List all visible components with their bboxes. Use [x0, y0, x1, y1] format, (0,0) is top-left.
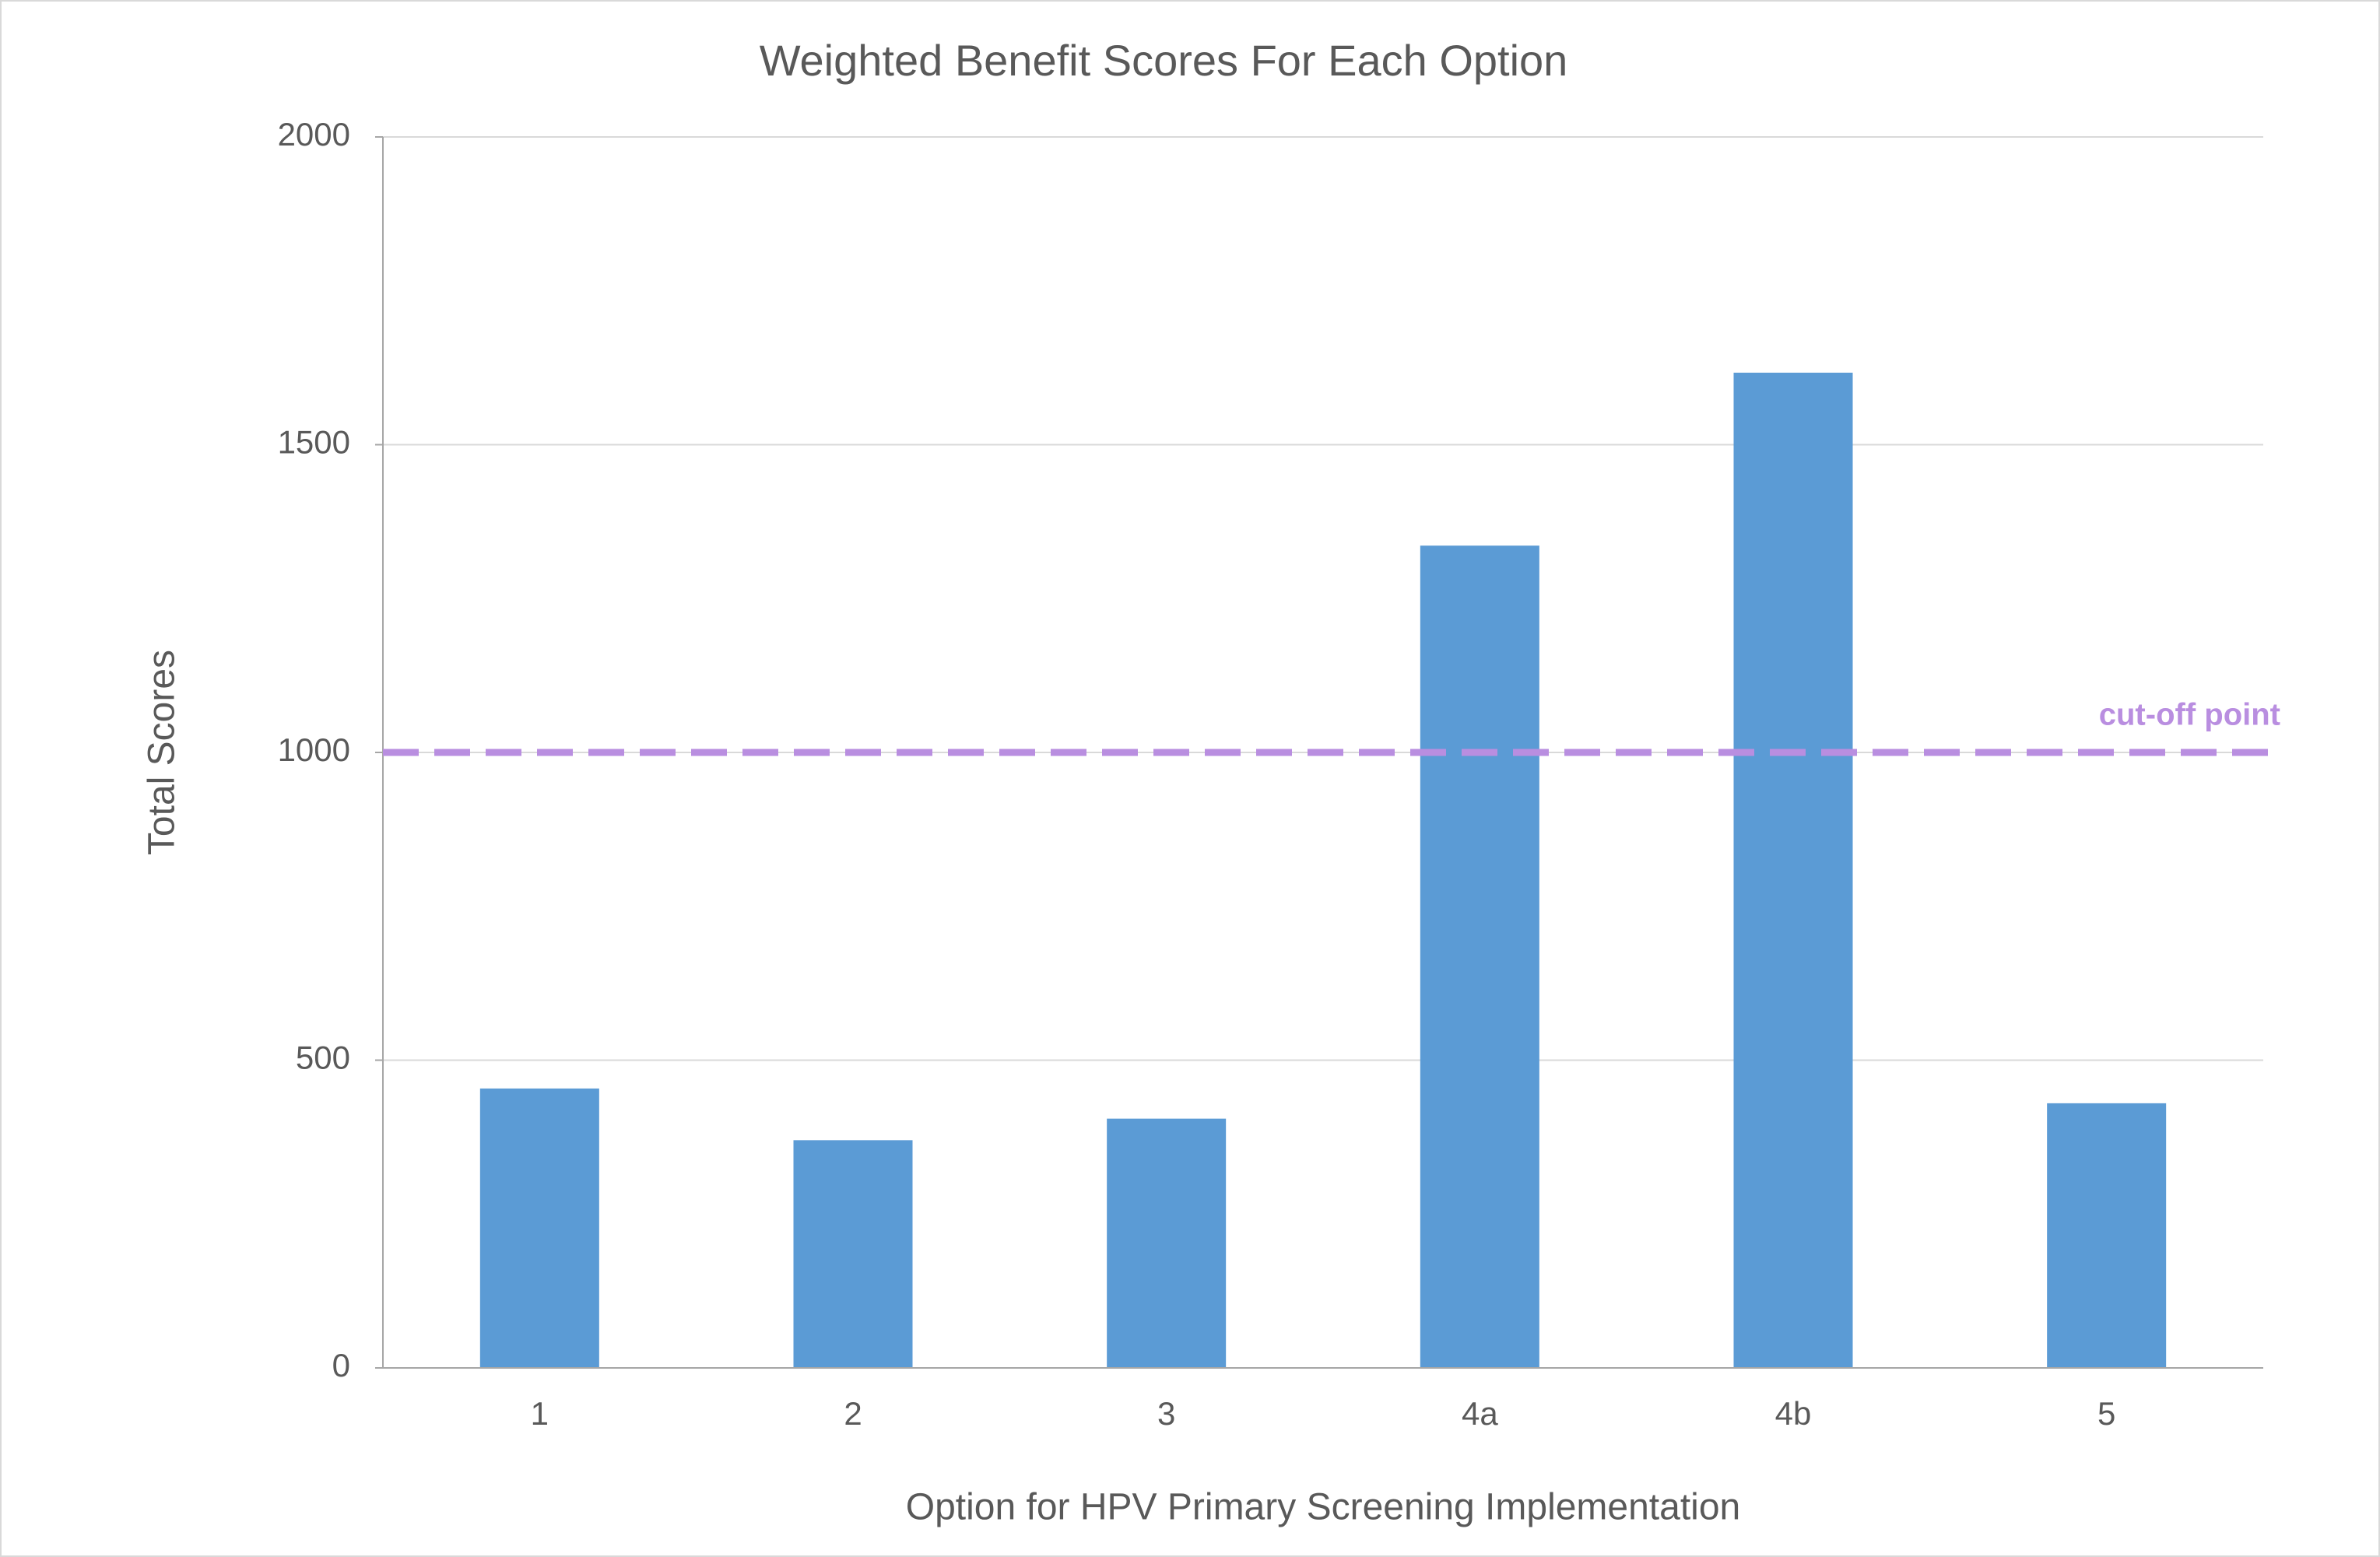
- y-tick-label: 500: [296, 1040, 350, 1076]
- x-tick-label: 2: [844, 1395, 862, 1432]
- chart-title: Weighted Benefit Scores For Each Option: [760, 36, 1568, 85]
- cutoff-label: cut-off point: [2099, 698, 2280, 732]
- y-tick-label: 2000: [278, 116, 350, 153]
- x-tick-label: 1: [531, 1395, 549, 1432]
- y-tick-label: 1500: [278, 424, 350, 461]
- y-tick-label: 1000: [278, 731, 350, 768]
- bar: [479, 1088, 599, 1368]
- y-axis-title: Total Scores: [142, 650, 183, 855]
- x-tick-label: 4a: [1462, 1395, 1498, 1432]
- bar: [1733, 372, 1853, 1368]
- x-tick-label: 5: [2097, 1395, 2115, 1432]
- y-tick-label: 0: [332, 1347, 350, 1383]
- bar: [2047, 1103, 2167, 1368]
- bar: [1420, 545, 1539, 1368]
- bar: [793, 1140, 913, 1368]
- bar: [1107, 1118, 1227, 1368]
- x-tick-label: 4b: [1775, 1395, 1812, 1432]
- x-axis-title: Option for HPV Primary Screening Impleme…: [906, 1487, 1740, 1528]
- x-tick-label: 3: [1157, 1395, 1175, 1432]
